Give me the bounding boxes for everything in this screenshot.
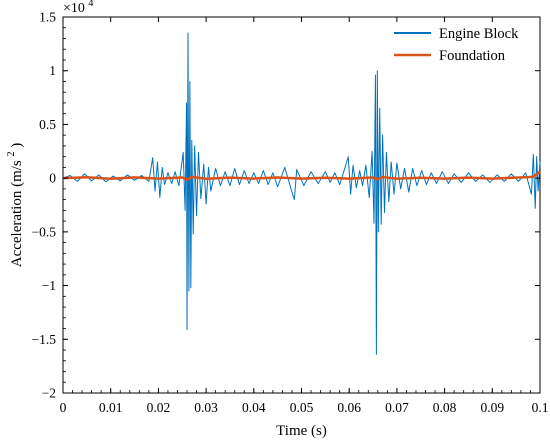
x-tick-label: 0.04 — [242, 400, 266, 415]
legend: Engine Block Foundation — [394, 26, 519, 64]
x-tick-label: 0.07 — [385, 400, 409, 415]
y-tick-label: 0 — [49, 171, 56, 186]
series-layer — [62, 32, 541, 355]
y-scale-exp: 4 — [88, 0, 93, 9]
y-axis-label-exp: 2 — [6, 151, 17, 156]
legend-label-engine-block: Engine Block — [439, 26, 519, 42]
y-axis-label: Acceleration (m/s 2 ) — [2, 143, 25, 268]
y-axis-label-prefix: Acceleration (m/s — [9, 160, 25, 267]
x-axis-label: Time (s) — [276, 423, 327, 439]
series-line-foundation — [62, 170, 541, 181]
plot-area — [62, 16, 541, 394]
x-tick-label: 0.1 — [532, 400, 549, 415]
x-tick-label: 0.05 — [290, 400, 314, 415]
legend-label-foundation: Foundation — [439, 48, 506, 64]
x-axis: 0 0.01 0.02 0.03 0.04 0.05 0.06 0.07 0.08 0.09 0.1 — [60, 17, 549, 415]
x-tick-label: 0.01 — [99, 400, 123, 415]
y-tick-label: −2 — [42, 386, 56, 401]
y-tick-label: 0.5 — [39, 117, 56, 132]
x-tick-label: 0.09 — [480, 400, 504, 415]
y-tick-label: 1.5 — [39, 10, 56, 25]
x-tick-label: 0.06 — [337, 400, 361, 415]
x-tick-label: 0 — [60, 400, 67, 415]
y-axis: 1.5 1 0.5 0 −0.5 −1 −1.5 −2 — [32, 10, 540, 401]
y-scale-note: ×10 4 — [63, 0, 93, 16]
x-tick-label: 0.02 — [147, 400, 171, 415]
y-tick-label: −0.5 — [32, 224, 57, 239]
y-axis-label-suffix: ) — [9, 143, 25, 148]
y-tick-label: −1.5 — [32, 332, 57, 347]
x-tick-label: 0.08 — [433, 400, 457, 415]
x-tick-label: 0.03 — [194, 400, 218, 415]
y-tick-label: −1 — [42, 278, 56, 293]
y-scale-base: ×10 — [63, 1, 85, 16]
y-tick-label: 1 — [49, 63, 56, 78]
